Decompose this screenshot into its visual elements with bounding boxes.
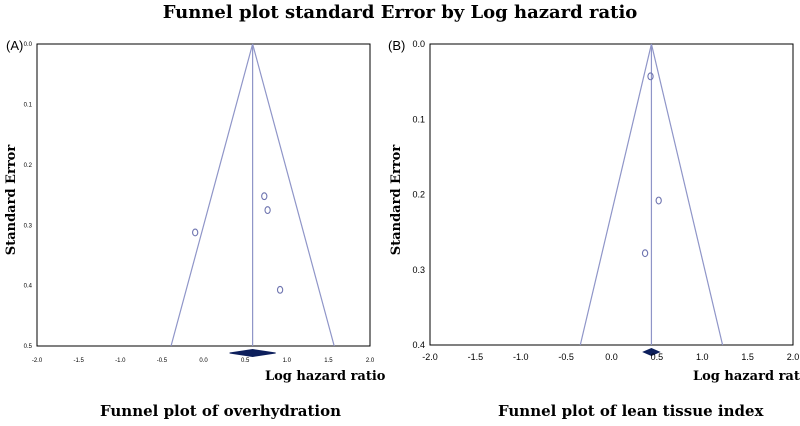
y-tick-label: 0.5	[24, 344, 33, 350]
x-tick-label: 0.5	[241, 358, 250, 364]
pooled-diamond	[642, 347, 661, 357]
y-tick-label: 0.3	[24, 223, 33, 229]
x-tick-label: 2.0	[787, 352, 800, 362]
study-point-1	[647, 72, 654, 81]
x-axis-title: Log hazard ratio	[693, 369, 800, 384]
plot-frame	[36, 43, 371, 347]
x-tick-label: -1.5	[468, 352, 484, 362]
y-axis-title: Standard Error	[389, 145, 404, 256]
study-point-2	[655, 196, 662, 205]
x-tick-label: -2.0	[422, 352, 438, 362]
y-axis-title: Standard Error	[4, 145, 19, 256]
study-point-3	[264, 206, 271, 215]
plot-frame	[429, 43, 794, 346]
y-tick-label: 0.0	[412, 39, 425, 49]
x-axis-title: Log hazard ratio	[265, 369, 386, 384]
x-tick-label: -0.5	[157, 358, 168, 364]
funnel-left-limit	[579, 43, 653, 346]
funnel-right-limit	[650, 43, 724, 346]
pooled-diamond	[229, 348, 276, 358]
x-tick-label: -1.0	[115, 358, 126, 364]
x-tick-label: 1.0	[696, 352, 709, 362]
y-tick-label: 0.4	[24, 284, 33, 290]
x-tick-label: -0.5	[558, 352, 574, 362]
funnel-left-limit	[170, 43, 254, 347]
x-tick-label: 1.5	[324, 358, 333, 364]
y-tick-label: 0.4	[412, 340, 425, 350]
x-tick-label: 0.0	[605, 352, 618, 362]
funnel-right-limit	[252, 43, 335, 347]
panel-b-label: (B)	[388, 38, 406, 53]
study-point-1	[192, 228, 199, 237]
panel-a-label: (A)	[6, 38, 24, 53]
x-tick-label: 1.0	[283, 358, 292, 364]
y-tick-label: 0.3	[412, 265, 425, 275]
y-tick-label: 0.0	[24, 42, 33, 48]
x-tick-label: -1.0	[513, 352, 529, 362]
y-tick-label: 0.1	[412, 114, 425, 124]
figure-title: Funnel plot standard Error by Log hazard…	[162, 2, 638, 23]
x-tick-label: 1.5	[741, 352, 754, 362]
x-tick-label: -1.5	[73, 358, 84, 364]
x-tick-label: 0.5	[651, 352, 664, 362]
panel-b-title: Funnel plot of lean tissue index	[498, 402, 764, 420]
study-point-3	[641, 249, 649, 258]
x-tick-label: -2.0	[32, 358, 43, 364]
x-tick-label: 0.0	[199, 358, 208, 364]
y-tick-label: 0.2	[412, 190, 425, 200]
study-point-2	[261, 192, 268, 201]
study-point-4	[276, 285, 284, 294]
x-tick-label: 2.0	[366, 358, 375, 364]
panel-a-title: Funnel plot of overhydration	[100, 402, 342, 420]
y-tick-label: 0.1	[24, 103, 33, 109]
y-tick-label: 0.2	[24, 163, 33, 169]
